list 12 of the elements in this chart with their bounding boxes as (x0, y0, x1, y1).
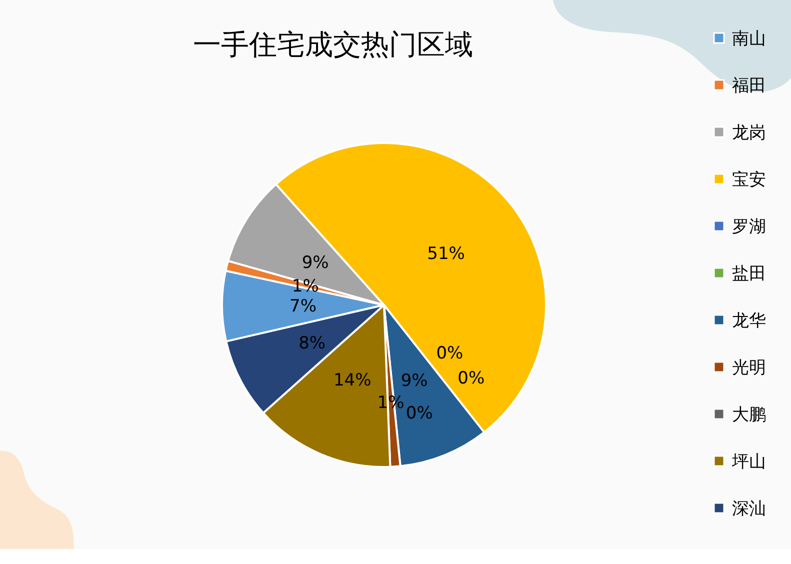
legend-label: 龙华 (732, 311, 766, 331)
title: 一手住宅成交热门区域 (193, 28, 473, 61)
legend-label: 深汕 (732, 499, 766, 519)
legend-label: 盐田 (732, 264, 766, 284)
legend-label: 南山 (732, 29, 766, 49)
legend-label: 光明 (732, 358, 766, 378)
legend-label: 福田 (732, 76, 766, 96)
legend-label: 龙岗 (732, 123, 766, 143)
legend-label: 宝安 (732, 170, 766, 190)
legend-label: 大鹏 (732, 405, 766, 425)
legend-label: 罗湖 (732, 217, 766, 237)
legend-label: 坪山 (731, 452, 766, 472)
